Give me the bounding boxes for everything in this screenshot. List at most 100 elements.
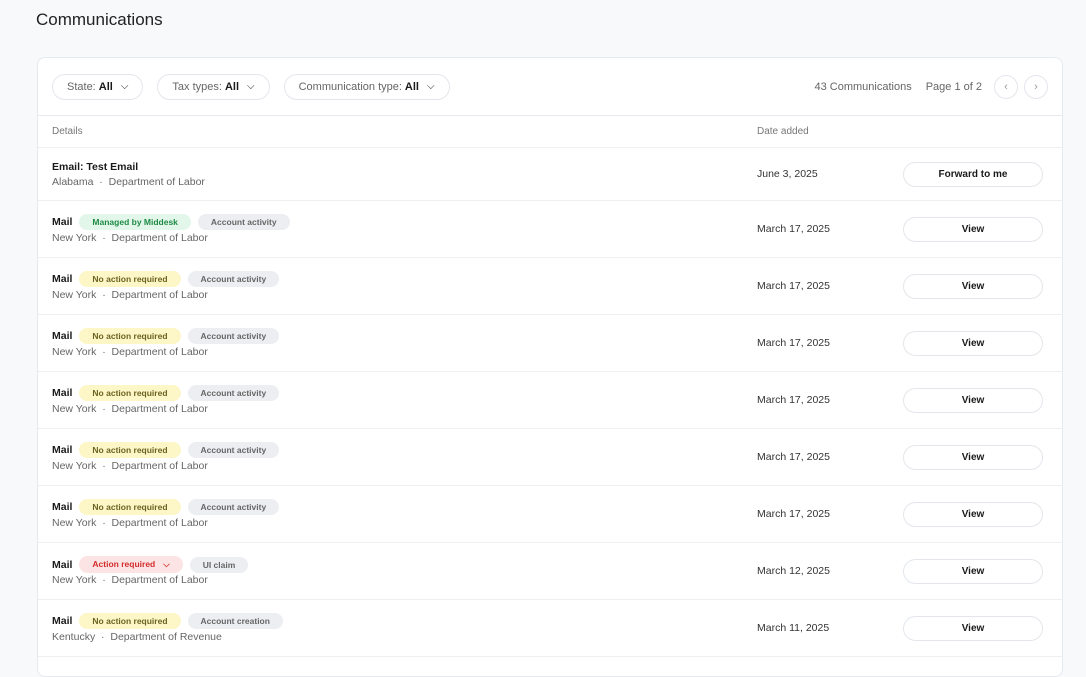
row-date: March 17, 2025 bbox=[757, 508, 830, 520]
row-state: New York bbox=[52, 289, 97, 301]
row-date: March 11, 2025 bbox=[757, 622, 830, 634]
row-agency: Department of Labor bbox=[111, 574, 208, 586]
row-date: March 17, 2025 bbox=[757, 394, 830, 406]
row-agency: Department of Labor bbox=[108, 176, 205, 188]
filter-label: Communication type: bbox=[298, 80, 402, 93]
row-agency: Department of Labor bbox=[111, 289, 208, 301]
filter-communication-type[interactable]: Communication type: All ⌵ bbox=[283, 73, 450, 100]
status-badge: Account activity bbox=[187, 442, 280, 458]
row-subtitle: Alabama · Department of Labor bbox=[52, 176, 205, 188]
toolbar: State: All ⌵ Tax types: All ⌵ Communication … bbox=[38, 58, 1062, 116]
row-title: Mail bbox=[52, 330, 73, 342]
previous-page-button[interactable]: ‹ bbox=[994, 75, 1018, 99]
row-state: New York bbox=[52, 403, 97, 415]
status-badge: No action required bbox=[79, 499, 181, 515]
page-indicator: Page 1 of 2 bbox=[925, 81, 982, 93]
filter-value: All bbox=[224, 80, 239, 93]
communications-card: State: All ⌵ Tax types: All ⌵ Communication … bbox=[37, 57, 1063, 677]
next-page-button[interactable]: › bbox=[1024, 75, 1048, 99]
forward-to-me-button[interactable]: Forward to me bbox=[903, 162, 1043, 187]
view-button[interactable]: View bbox=[903, 274, 1043, 299]
row-agency: Department of Revenue bbox=[110, 631, 222, 643]
view-button[interactable]: View bbox=[903, 502, 1043, 527]
table-row[interactable]: Mail No action required Account creation K… bbox=[38, 600, 1062, 657]
filter-state[interactable]: State: All ⌵ bbox=[52, 73, 144, 100]
status-badge: No action required bbox=[79, 328, 181, 344]
row-title: Mail bbox=[52, 273, 73, 285]
row-agency: Department of Labor bbox=[111, 517, 208, 529]
view-button[interactable]: View bbox=[903, 445, 1043, 470]
view-button[interactable]: View bbox=[903, 331, 1043, 356]
row-agency: Department of Labor bbox=[111, 403, 208, 415]
row-agency: Department of Labor bbox=[111, 460, 208, 472]
row-state: New York bbox=[52, 460, 97, 472]
status-badge: Account activity bbox=[197, 214, 290, 230]
table-row[interactable]: Mail No action required Account activity N… bbox=[38, 315, 1062, 372]
row-date: June 3, 2025 bbox=[757, 168, 818, 180]
status-badge: Account activity bbox=[187, 328, 280, 344]
table-row[interactable]: Mail No action required Account activity N… bbox=[38, 258, 1062, 315]
status-badge: UI claim bbox=[189, 556, 249, 573]
row-agency: Department of Labor bbox=[111, 346, 208, 358]
filter-value: All bbox=[98, 80, 113, 93]
table-row[interactable]: Mail Managed by Middesk Account activity N… bbox=[38, 201, 1062, 258]
status-badge: Account creation bbox=[187, 613, 283, 629]
table-row[interactable]: Mail No action required Account activity N… bbox=[38, 429, 1062, 486]
row-title: Mail bbox=[52, 387, 73, 399]
status-badge: No action required bbox=[79, 271, 181, 287]
table-row[interactable]: Mail No action required Account activity N… bbox=[38, 372, 1062, 429]
row-state: Kentucky bbox=[52, 631, 96, 643]
row-title: Mail bbox=[52, 558, 73, 571]
row-title: Email: Test Email bbox=[52, 161, 139, 173]
row-subtitle: New York · Department of Labor bbox=[52, 346, 208, 358]
status-badge: Account activity bbox=[187, 271, 280, 287]
status-badge: Account activity bbox=[187, 385, 280, 401]
chevron-down-icon: ⌵ bbox=[247, 81, 255, 92]
row-subtitle: New York · Department of Labor bbox=[52, 289, 208, 301]
row-title: Mail bbox=[52, 501, 73, 513]
status-badge: Managed by Middesk bbox=[79, 214, 191, 230]
row-subtitle: New York · Department of Labor bbox=[52, 574, 208, 586]
row-subtitle: New York · Department of Labor bbox=[52, 517, 208, 529]
column-date-added: Date added bbox=[757, 126, 809, 137]
row-date: March 17, 2025 bbox=[757, 280, 830, 292]
column-details: Details bbox=[52, 126, 83, 137]
table-row[interactable]: Email: Test Email Alabama · Department o… bbox=[38, 148, 1062, 201]
page-title: Communications bbox=[36, 10, 163, 29]
row-state: New York bbox=[52, 574, 97, 586]
status-badge: No action required bbox=[79, 442, 181, 458]
communications-count: 43 Communications bbox=[814, 81, 912, 93]
row-state: New York bbox=[52, 517, 97, 529]
row-title: Mail bbox=[52, 216, 73, 228]
row-subtitle: New York · Department of Labor bbox=[52, 232, 208, 244]
filter-tax-types[interactable]: Tax types: All ⌵ bbox=[157, 73, 270, 100]
row-date: March 17, 2025 bbox=[757, 337, 830, 349]
row-subtitle: New York · Department of Labor bbox=[52, 403, 208, 415]
row-date: March 17, 2025 bbox=[757, 223, 830, 235]
row-state: New York bbox=[52, 232, 97, 244]
view-button[interactable]: View bbox=[903, 388, 1043, 413]
row-subtitle: Kentucky · Department of Revenue bbox=[52, 631, 222, 643]
chevron-right-icon: › bbox=[1034, 81, 1038, 93]
filter-label: State: bbox=[67, 80, 96, 93]
table-row[interactable]: Mail No action required Account activity N… bbox=[38, 486, 1062, 543]
row-state: Alabama bbox=[52, 176, 94, 188]
row-date: March 17, 2025 bbox=[757, 451, 830, 463]
status-badge: No action required bbox=[79, 613, 181, 629]
table-row[interactable]: Mail Action required ⌵ UI claim New York · … bbox=[38, 543, 1062, 600]
view-button[interactable]: View bbox=[903, 616, 1043, 641]
status-badge[interactable]: Action required ⌵ bbox=[79, 556, 183, 573]
table-header: Details Date added bbox=[38, 116, 1062, 148]
row-subtitle: New York · Department of Labor bbox=[52, 460, 208, 472]
view-button[interactable]: View bbox=[903, 217, 1043, 242]
chevron-left-icon: ‹ bbox=[1004, 81, 1008, 93]
filter-value: All bbox=[404, 80, 419, 93]
chevron-down-icon: ⌵ bbox=[426, 81, 435, 92]
status-badge: Account activity bbox=[187, 499, 280, 515]
status-badge: No action required bbox=[79, 385, 181, 401]
view-button[interactable]: View bbox=[903, 559, 1043, 584]
chevron-down-icon: ⌵ bbox=[120, 81, 129, 92]
row-title: Mail bbox=[52, 444, 73, 456]
row-title: Mail bbox=[52, 615, 73, 627]
filter-label: Tax types: bbox=[172, 80, 222, 93]
